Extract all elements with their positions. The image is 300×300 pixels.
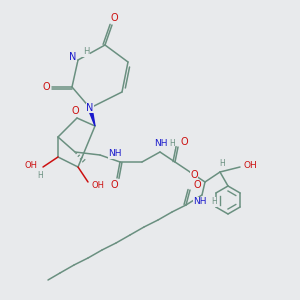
Text: O: O	[193, 180, 201, 190]
Text: N: N	[86, 103, 94, 113]
Text: NH: NH	[154, 140, 168, 148]
Text: N: N	[69, 52, 77, 62]
Text: H: H	[83, 47, 89, 56]
Text: OH: OH	[25, 160, 38, 169]
Text: O: O	[190, 170, 198, 180]
Text: OH: OH	[243, 160, 257, 169]
Text: NH: NH	[193, 197, 207, 206]
Text: O: O	[180, 137, 188, 147]
Text: NH: NH	[108, 149, 122, 158]
Text: O: O	[42, 82, 50, 92]
Text: O: O	[71, 106, 79, 116]
Text: H: H	[169, 140, 175, 148]
Text: O: O	[110, 180, 118, 190]
Text: H: H	[37, 170, 43, 179]
Text: H: H	[211, 197, 217, 206]
Text: H: H	[219, 158, 225, 167]
Text: OH: OH	[92, 181, 104, 190]
Text: N: N	[86, 103, 94, 113]
Polygon shape	[88, 107, 95, 126]
Text: O: O	[110, 13, 118, 23]
